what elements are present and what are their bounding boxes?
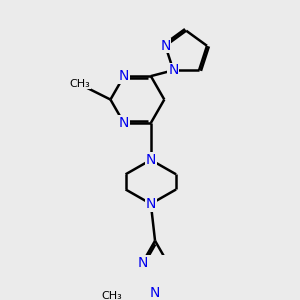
Text: N: N <box>119 116 129 130</box>
Text: N: N <box>146 197 156 211</box>
Text: CH₃: CH₃ <box>102 291 122 300</box>
Text: N: N <box>119 69 129 83</box>
Text: N: N <box>137 256 148 270</box>
Text: N: N <box>168 63 178 77</box>
Text: CH₃: CH₃ <box>70 79 91 88</box>
Text: N: N <box>160 39 171 53</box>
Text: N: N <box>150 286 160 300</box>
Text: N: N <box>146 153 156 167</box>
